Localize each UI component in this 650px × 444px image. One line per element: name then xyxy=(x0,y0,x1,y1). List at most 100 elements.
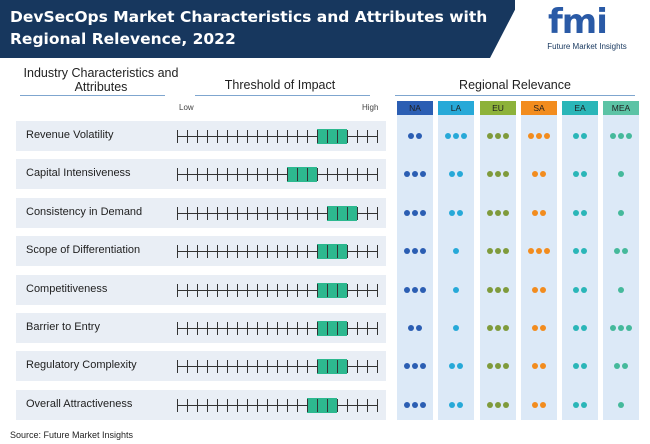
impact-tick xyxy=(377,130,378,143)
impact-bar xyxy=(317,129,347,144)
impact-tick xyxy=(237,206,238,220)
relevance-dot xyxy=(408,133,414,139)
relevance-dot xyxy=(618,209,624,216)
relevance-dot xyxy=(573,363,579,370)
impact-tick xyxy=(187,398,188,412)
relevance-dots-eu xyxy=(480,325,516,335)
impact-tick xyxy=(287,398,288,412)
relevance-dot xyxy=(487,248,493,255)
relevance-dot xyxy=(404,286,410,293)
relevance-dots-eu xyxy=(480,363,516,373)
impact-tick xyxy=(357,322,358,335)
impact-tick xyxy=(327,322,328,335)
impact-tick xyxy=(377,283,378,297)
impact-tick xyxy=(197,206,198,220)
impact-tick xyxy=(237,130,238,143)
impact-tick xyxy=(267,283,268,297)
relevance-dot xyxy=(532,401,538,408)
relevance-dot xyxy=(536,248,542,255)
relevance-dot xyxy=(503,171,509,178)
relevance-dot xyxy=(449,401,455,408)
relevance-dot xyxy=(420,248,426,255)
impact-tick xyxy=(347,168,348,182)
impact-tick xyxy=(297,168,298,182)
relevance-dot xyxy=(461,133,467,139)
relevance-dot xyxy=(457,401,463,408)
impact-tick xyxy=(267,360,268,374)
impact-tick xyxy=(237,168,238,182)
impact-tick xyxy=(337,168,338,182)
region-header-mea: MEA xyxy=(603,101,639,115)
impact-tick xyxy=(197,245,198,259)
relevance-dots-eu xyxy=(480,209,516,220)
impact-tick xyxy=(327,130,328,143)
relevance-dot xyxy=(412,363,418,370)
impact-tick xyxy=(277,130,278,143)
impact-tick xyxy=(217,130,218,143)
impact-bar xyxy=(327,205,357,221)
impact-tick xyxy=(257,206,258,220)
relevance-dot xyxy=(581,401,587,408)
relevance-dot xyxy=(416,325,422,331)
relevance-dots-ea xyxy=(562,401,598,412)
impact-tick xyxy=(247,206,248,220)
impact-tick xyxy=(317,283,318,297)
relevance-dot xyxy=(618,171,624,178)
impact-tick xyxy=(357,283,358,297)
impact-tick xyxy=(367,322,368,335)
relevance-dot xyxy=(404,363,410,370)
relevance-dot xyxy=(457,171,463,178)
impact-tick xyxy=(337,206,338,220)
impact-tick xyxy=(297,398,298,412)
source-note: Source: Future Market Insights xyxy=(10,430,134,440)
impact-tick xyxy=(197,398,198,412)
relevance-dot xyxy=(540,401,546,408)
impact-tick xyxy=(197,168,198,182)
impact-tick xyxy=(347,398,348,412)
impact-tick xyxy=(177,245,178,259)
relevance-dot xyxy=(445,133,451,139)
relevance-dots-mea xyxy=(603,286,639,297)
relevance-dot xyxy=(540,171,546,178)
impact-tick xyxy=(337,322,338,335)
relevance-dots-sa xyxy=(521,363,557,373)
regional-underline xyxy=(395,95,635,96)
relevance-dots-eu xyxy=(480,401,516,412)
relevance-dot xyxy=(404,209,410,216)
relevance-dots-la xyxy=(438,133,474,143)
relevance-dot xyxy=(622,248,628,255)
relevance-dot xyxy=(610,325,616,331)
impact-tick xyxy=(217,245,218,259)
relevance-dot xyxy=(487,325,493,331)
relevance-dot xyxy=(622,363,628,370)
relevance-dots-eu xyxy=(480,171,516,181)
region-header-la: LA xyxy=(438,101,474,115)
page-title: DevSecOps Market Characteristics and Att… xyxy=(10,8,488,48)
impact-tick xyxy=(367,283,368,297)
relevance-dot xyxy=(495,171,501,178)
impact-tick xyxy=(347,283,348,297)
attribute-label: Competitiveness xyxy=(26,282,108,295)
relevance-dot xyxy=(495,401,501,408)
relevance-dot xyxy=(404,171,410,178)
impact-tick xyxy=(187,322,188,335)
impact-tick xyxy=(297,130,298,143)
region-column-la xyxy=(438,115,474,420)
impact-tick xyxy=(177,283,178,297)
relevance-dot xyxy=(487,171,493,178)
relevance-dot xyxy=(420,401,426,408)
relevance-dot xyxy=(581,133,587,139)
attribute-label: Overall Attractiveness xyxy=(26,397,133,410)
impact-tick xyxy=(267,168,268,182)
impact-tick xyxy=(177,206,178,220)
threshold-underline xyxy=(195,95,370,96)
impact-tick xyxy=(307,245,308,259)
impact-tick xyxy=(247,168,248,182)
relevance-dot xyxy=(573,325,579,331)
impact-tick xyxy=(347,360,348,374)
relevance-dot xyxy=(581,363,587,370)
scale-high-label: High xyxy=(362,103,379,112)
relevance-dot xyxy=(503,209,509,216)
relevance-dot xyxy=(532,171,538,178)
relevance-dots-sa xyxy=(521,171,557,181)
